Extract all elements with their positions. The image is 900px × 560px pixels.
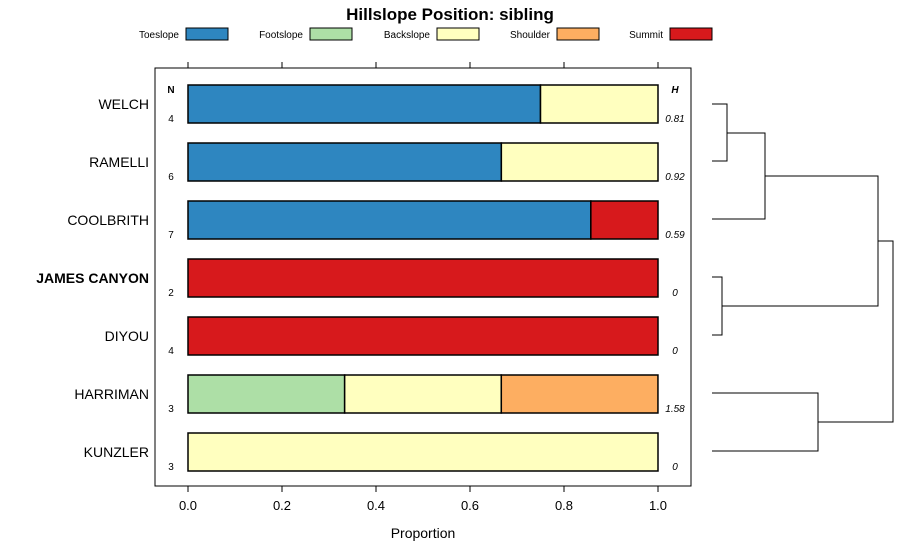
n-value-welch: 4 [168, 114, 174, 125]
legend-label-shoulder: Shoulder [510, 30, 551, 41]
n-value-kunzler: 3 [168, 462, 174, 473]
n-value-diyou: 4 [168, 346, 174, 357]
category-label-james-canyon: JAMES CANYON [36, 270, 149, 286]
bar-segment-kunzler-backslope [187, 432, 659, 472]
bar-segment-harriman-backslope [343, 374, 503, 414]
bar-segment-ramelli-backslope [500, 142, 659, 182]
bars: WELCH 4 0.81 RAMELLI 6 0.92 COOLBRITH 7 0.59 JAME… [36, 84, 685, 473]
bar-segment-harriman-shoulder [500, 374, 659, 414]
h-header: H [671, 85, 679, 96]
h-value-harriman: 1.58 [665, 404, 685, 415]
h-value-ramelli: 0.92 [665, 172, 685, 183]
category-label-kunzler: KUNZLER [84, 444, 149, 460]
category-label-harriman: HARRIMAN [74, 386, 149, 402]
dendrogram-branch-5 [818, 240, 894, 423]
legend-label-summit: Summit [629, 30, 663, 41]
bar-segment-welch-toeslope [187, 84, 542, 124]
legend-swatch-summit [669, 27, 713, 41]
bar-segment-coolbrith-summit [590, 200, 659, 240]
n-header: N [167, 85, 174, 96]
bar-segment-diyou-summit [187, 316, 659, 356]
x-tick-label-0: 0.0 [179, 498, 197, 513]
x-tick-label-2: 0.4 [367, 498, 385, 513]
category-label-diyou: DIYOU [105, 328, 149, 344]
plot-frame [154, 67, 692, 487]
category-label-coolbrith: COOLBRITH [67, 212, 149, 228]
n-value-ramelli: 6 [168, 172, 174, 183]
dendrogram-branch-0 [712, 103, 728, 162]
bar-segment-james-canyon-summit [187, 258, 659, 298]
legend-label-toeslope: Toeslope [139, 30, 179, 41]
x-tick-label-3: 0.6 [461, 498, 479, 513]
bar-segment-harriman-footslope [187, 374, 346, 414]
h-value-welch: 0.81 [665, 114, 684, 125]
bar-segment-welch-backslope [539, 84, 659, 124]
dendrogram-branch-2 [712, 276, 723, 336]
h-value-james-canyon: 0 [672, 288, 678, 299]
dendrogram-branch-1 [712, 132, 766, 220]
category-label-welch: WELCH [98, 96, 149, 112]
category-label-ramelli: RAMELLI [89, 154, 149, 170]
n-value-james-canyon: 2 [168, 288, 174, 299]
h-value-coolbrith: 0.59 [665, 230, 685, 241]
n-value-coolbrith: 7 [168, 230, 174, 241]
x-tick-label-1: 0.2 [273, 498, 291, 513]
legend-label-backslope: Backslope [384, 30, 431, 41]
x-tick-label-4: 0.8 [555, 498, 573, 513]
h-value-diyou: 0 [672, 346, 678, 357]
bar-segment-coolbrith-toeslope [187, 200, 592, 240]
x-axis-label: Proportion [391, 525, 456, 541]
bar-segment-ramelli-toeslope [187, 142, 503, 182]
legend: Toeslope Footslope Backslope Shoulder Summit [139, 27, 713, 41]
x-tick-label-5: 1.0 [649, 498, 667, 513]
legend-swatch-shoulder [556, 27, 600, 41]
legend-swatch-toeslope [185, 27, 229, 41]
legend-swatch-backslope [436, 27, 480, 41]
h-value-kunzler: 0 [672, 462, 678, 473]
x-axis: 0.0 0.2 0.4 0.6 0.8 1.0 [179, 62, 667, 513]
legend-swatch-footslope [309, 27, 353, 41]
chart-title: Hillslope Position: sibling [346, 5, 554, 24]
dendrogram-branch-4 [722, 175, 879, 307]
legend-label-footslope: Footslope [259, 30, 303, 41]
n-value-harriman: 3 [168, 404, 174, 415]
dendrogram-branch-3 [712, 392, 819, 452]
dendrogram [712, 103, 894, 452]
